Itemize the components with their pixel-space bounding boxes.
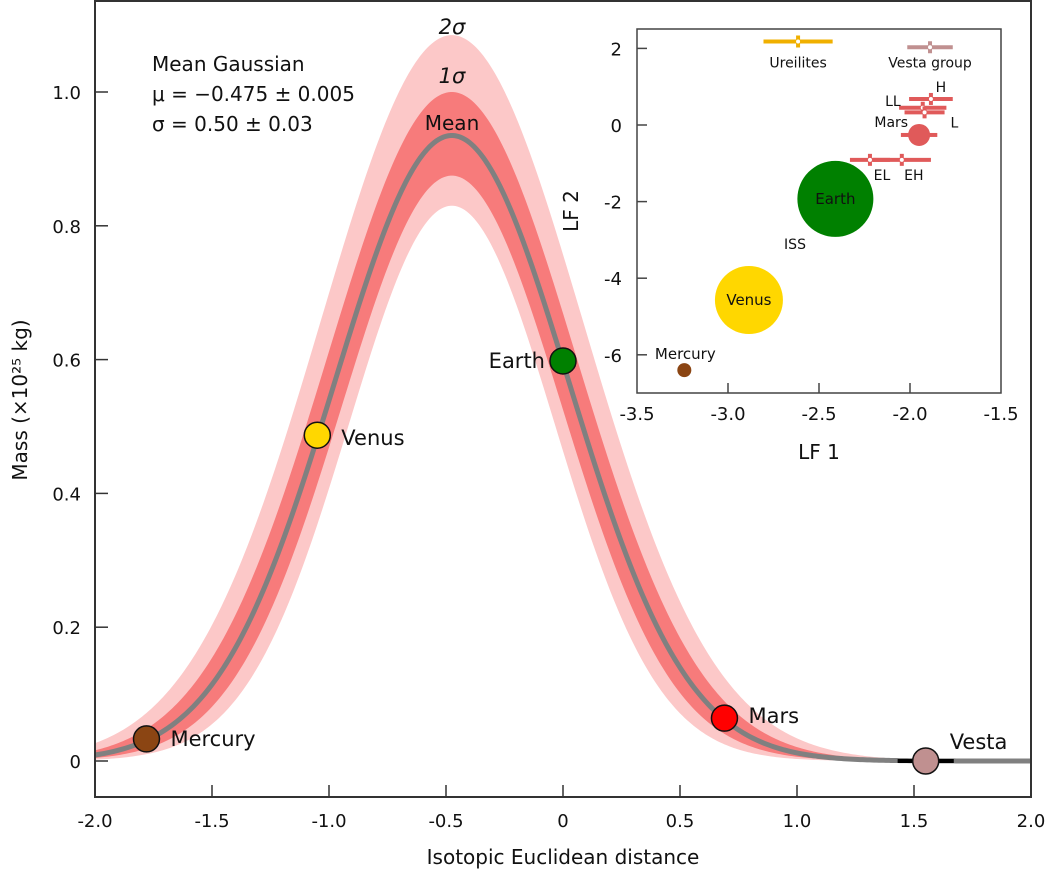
group-label-eh: EH [904, 168, 923, 184]
inset-point-mars [908, 123, 931, 146]
y-tick-label: 1.0 [52, 83, 81, 104]
x-tick-label: -1.5 [194, 811, 229, 832]
inset-chart: Earth Venus Mercury Mars Ureilites Vesta grou… [559, 28, 1019, 464]
group-label-ll: LL [885, 94, 901, 110]
y-tick-label: 0 [70, 752, 81, 773]
inset-y-tick-label: -2 [604, 193, 622, 214]
inset-point-label-venus: Venus [726, 291, 771, 309]
label-2sigma: 2σ [439, 15, 466, 39]
x-tick-label: -0.5 [428, 811, 463, 832]
inset-point-label-mercury: Mercury [655, 345, 716, 363]
group-label-l: L [951, 115, 959, 131]
group-center [867, 157, 872, 162]
x-tick-label: 1.5 [900, 811, 929, 832]
point-earth [549, 347, 577, 375]
inset-axes-frame [636, 28, 1002, 394]
inset-y-tick-label: -6 [604, 346, 622, 367]
x-tick-label: 1.0 [783, 811, 812, 832]
inset-point-earth [797, 160, 874, 237]
point-label-mars: Mars [748, 704, 799, 728]
inset-y-tick-label: 0 [611, 116, 622, 137]
inset-x-tick-label: -3.0 [710, 404, 745, 425]
group-center [928, 45, 933, 50]
point-vesta [911, 747, 940, 775]
inset-point-label-earth: Earth [815, 190, 855, 208]
point-label-mercury: Mercury [170, 727, 255, 751]
point-venus [303, 421, 332, 449]
x-tick-label: 0 [557, 811, 568, 832]
inset-x-tick-label: -1.5 [983, 404, 1018, 425]
inset-x-tick-label: -2.5 [801, 404, 836, 425]
annotation-sigma: σ = 0.50 ± 0.03 [152, 112, 313, 136]
one-sigma-band [95, 92, 1031, 761]
x-axis-label: Isotopic Euclidean distance [427, 845, 700, 869]
y-axis-label: Mass (×10²⁵ kg) [8, 319, 32, 480]
y-tick-label: 0.2 [52, 618, 81, 639]
y-tick-label: 0.8 [52, 217, 81, 238]
group-label-h: H [936, 80, 947, 96]
inset-y-tick-label: 2 [611, 39, 622, 60]
group-center [922, 110, 927, 115]
inset-point-label-mars: Mars [874, 115, 908, 131]
point-label-venus: Venus [341, 426, 404, 450]
group-label-el: EL [874, 168, 891, 184]
x-tick-label: -1.0 [311, 811, 346, 832]
x-tick-label: -2.0 [77, 811, 112, 832]
group-center [899, 157, 904, 162]
inset-point-mercury [677, 363, 692, 378]
label-1sigma: 1σ [439, 64, 466, 88]
y-tick-label: 0.4 [52, 484, 81, 505]
y-tick-label: 0.6 [52, 351, 81, 372]
inset-x-axis-label: LF 1 [798, 440, 840, 464]
group-label-vesta-group: Vesta group [888, 55, 972, 71]
main-axes-frame [94, 0, 1032, 798]
label-mean: Mean [425, 111, 480, 135]
inset-y-tick-label: -4 [604, 269, 622, 290]
x-tick-label: 2.0 [1017, 811, 1046, 832]
iss-label: ISS [784, 237, 806, 253]
x-tick-label: 0.5 [666, 811, 695, 832]
annotation-title: Mean Gaussian [152, 52, 305, 76]
main-chart: Mercury Venus Earth Mars Vesta -2.0 -1.5 -1.0 -… [8, 0, 1046, 869]
inset-x-tick-label: -3.5 [619, 404, 654, 425]
annotation-mu: μ = −0.475 ± 0.005 [152, 82, 355, 106]
inset-y-axis-label: LF 2 [559, 190, 583, 232]
inset-point-venus [714, 266, 783, 335]
point-label-vesta: Vesta [950, 730, 1008, 754]
point-label-earth: Earth [489, 349, 545, 373]
group-label-ureilites: Ureilites [769, 56, 826, 72]
group-center [928, 96, 933, 101]
group-center [796, 39, 801, 44]
point-mercury [132, 725, 161, 753]
point-mars [710, 704, 739, 732]
inset-x-tick-label: -2.0 [892, 404, 927, 425]
